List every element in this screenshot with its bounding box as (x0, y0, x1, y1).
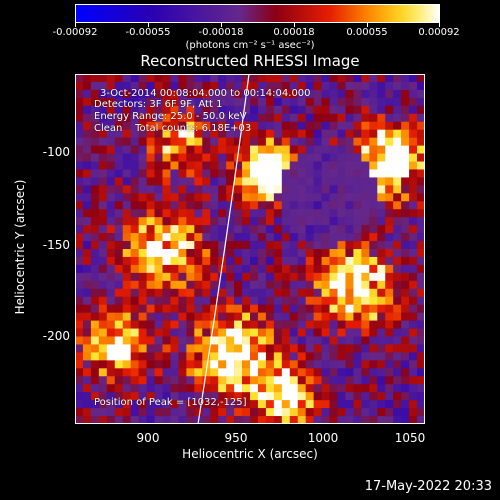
colorbar-tick-label: -0.00055 (125, 27, 171, 38)
timestamp: 17-May-2022 20:33 (364, 479, 492, 494)
colorbar-tick-label: 0.00055 (346, 27, 388, 38)
y-tick-label: -100 (42, 145, 70, 159)
method-counts-label: Clean Total counts: 6.18E+03 (94, 123, 252, 134)
colorbar-tick (75, 23, 76, 27)
y-axis-label: Heliocentric Y (arcsec) (13, 179, 27, 315)
colorbar-tick-label: 0.00018 (273, 27, 315, 38)
y-tick-label: -150 (42, 238, 70, 252)
image-plot (75, 74, 425, 424)
colorbar (75, 4, 440, 23)
colorbar-tick-label: -0.00018 (198, 27, 244, 38)
x-axis-label: Heliocentric X (arcsec) (182, 447, 318, 461)
image-canvas (75, 74, 425, 424)
colorbar-tick (294, 23, 295, 27)
detectors-label: Detectors: 3F 6F 9F, Att 1 (94, 99, 223, 110)
x-tick-label: 900 (136, 431, 160, 445)
time-range-label: 3-Oct-2014 00:08:04.000 to 00:14:04.000 (100, 88, 311, 99)
y-tick-label: -200 (42, 329, 70, 343)
x-tick-label: 950 (224, 431, 248, 445)
solar-limb-line (197, 74, 250, 424)
colorbar-tick-label: 0.00092 (418, 27, 460, 38)
colorbar-tick (221, 23, 222, 27)
plot-title: Reconstructed RHESSI Image (140, 52, 360, 70)
peak-position-label: Position of Peak = [1032,-125] (94, 397, 247, 408)
colorbar-tick (367, 23, 368, 27)
colorbar-tick-label: -0.00092 (52, 27, 98, 38)
x-tick-label: 1000 (307, 431, 339, 445)
colorbar-units: (photons cm⁻² s⁻¹ asec⁻²) (185, 40, 315, 51)
colorbar-tick (439, 23, 440, 27)
colorbar-tick (148, 23, 149, 27)
x-tick-label: 1050 (394, 431, 426, 445)
energy-range-label: Energy Range: 25.0 - 50.0 keV (94, 111, 247, 122)
